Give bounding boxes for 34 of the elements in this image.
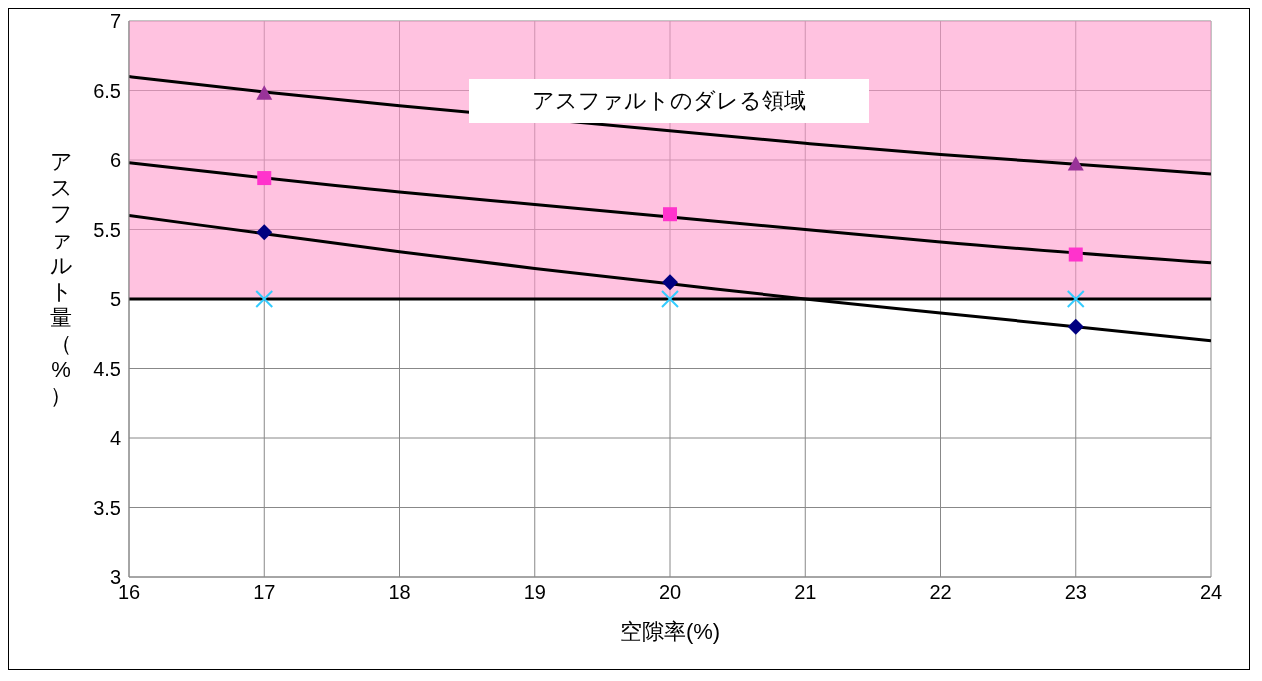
- x-tick-label: 24: [1199, 581, 1223, 604]
- y-tick-label: 3: [109, 566, 121, 589]
- x-tick-label: 19: [523, 581, 546, 604]
- y-tick-label: 6.5: [93, 79, 121, 102]
- line-series: [129, 161, 1211, 265]
- point: [257, 171, 272, 186]
- point: [1068, 247, 1083, 262]
- band-label: アスファルトのダレる領域: [532, 87, 806, 115]
- y-tick-label: 7: [109, 10, 121, 33]
- y-tick-label: 5.5: [93, 218, 121, 241]
- x-tick-label: 23: [1064, 581, 1087, 604]
- x-axis-title: 空隙率(%): [619, 619, 721, 644]
- point: [661, 290, 679, 308]
- point: [1066, 290, 1085, 308]
- x-tick-label: 17: [253, 581, 276, 604]
- line-series: [129, 75, 1211, 176]
- point: [663, 207, 677, 222]
- x-tick-label: 18: [388, 581, 411, 604]
- x-tick-label: 21: [794, 581, 817, 604]
- text: アスファルト量（%）: [49, 149, 73, 408]
- point: [255, 290, 274, 308]
- point: [1067, 156, 1084, 171]
- point: [1067, 318, 1084, 335]
- y-tick-label: 4.5: [93, 357, 121, 380]
- point: [256, 224, 273, 241]
- point: [256, 85, 273, 100]
- x-tick-label: 20: [658, 581, 682, 604]
- y-tick-label: 4: [109, 427, 121, 450]
- y-tick-label: 5: [109, 288, 121, 311]
- y-tick-label: 6: [109, 149, 121, 172]
- y-tick-label: 3.5: [93, 496, 121, 519]
- point: [662, 274, 678, 291]
- x-tick-label: 22: [929, 581, 952, 604]
- line-series: [129, 214, 1211, 343]
